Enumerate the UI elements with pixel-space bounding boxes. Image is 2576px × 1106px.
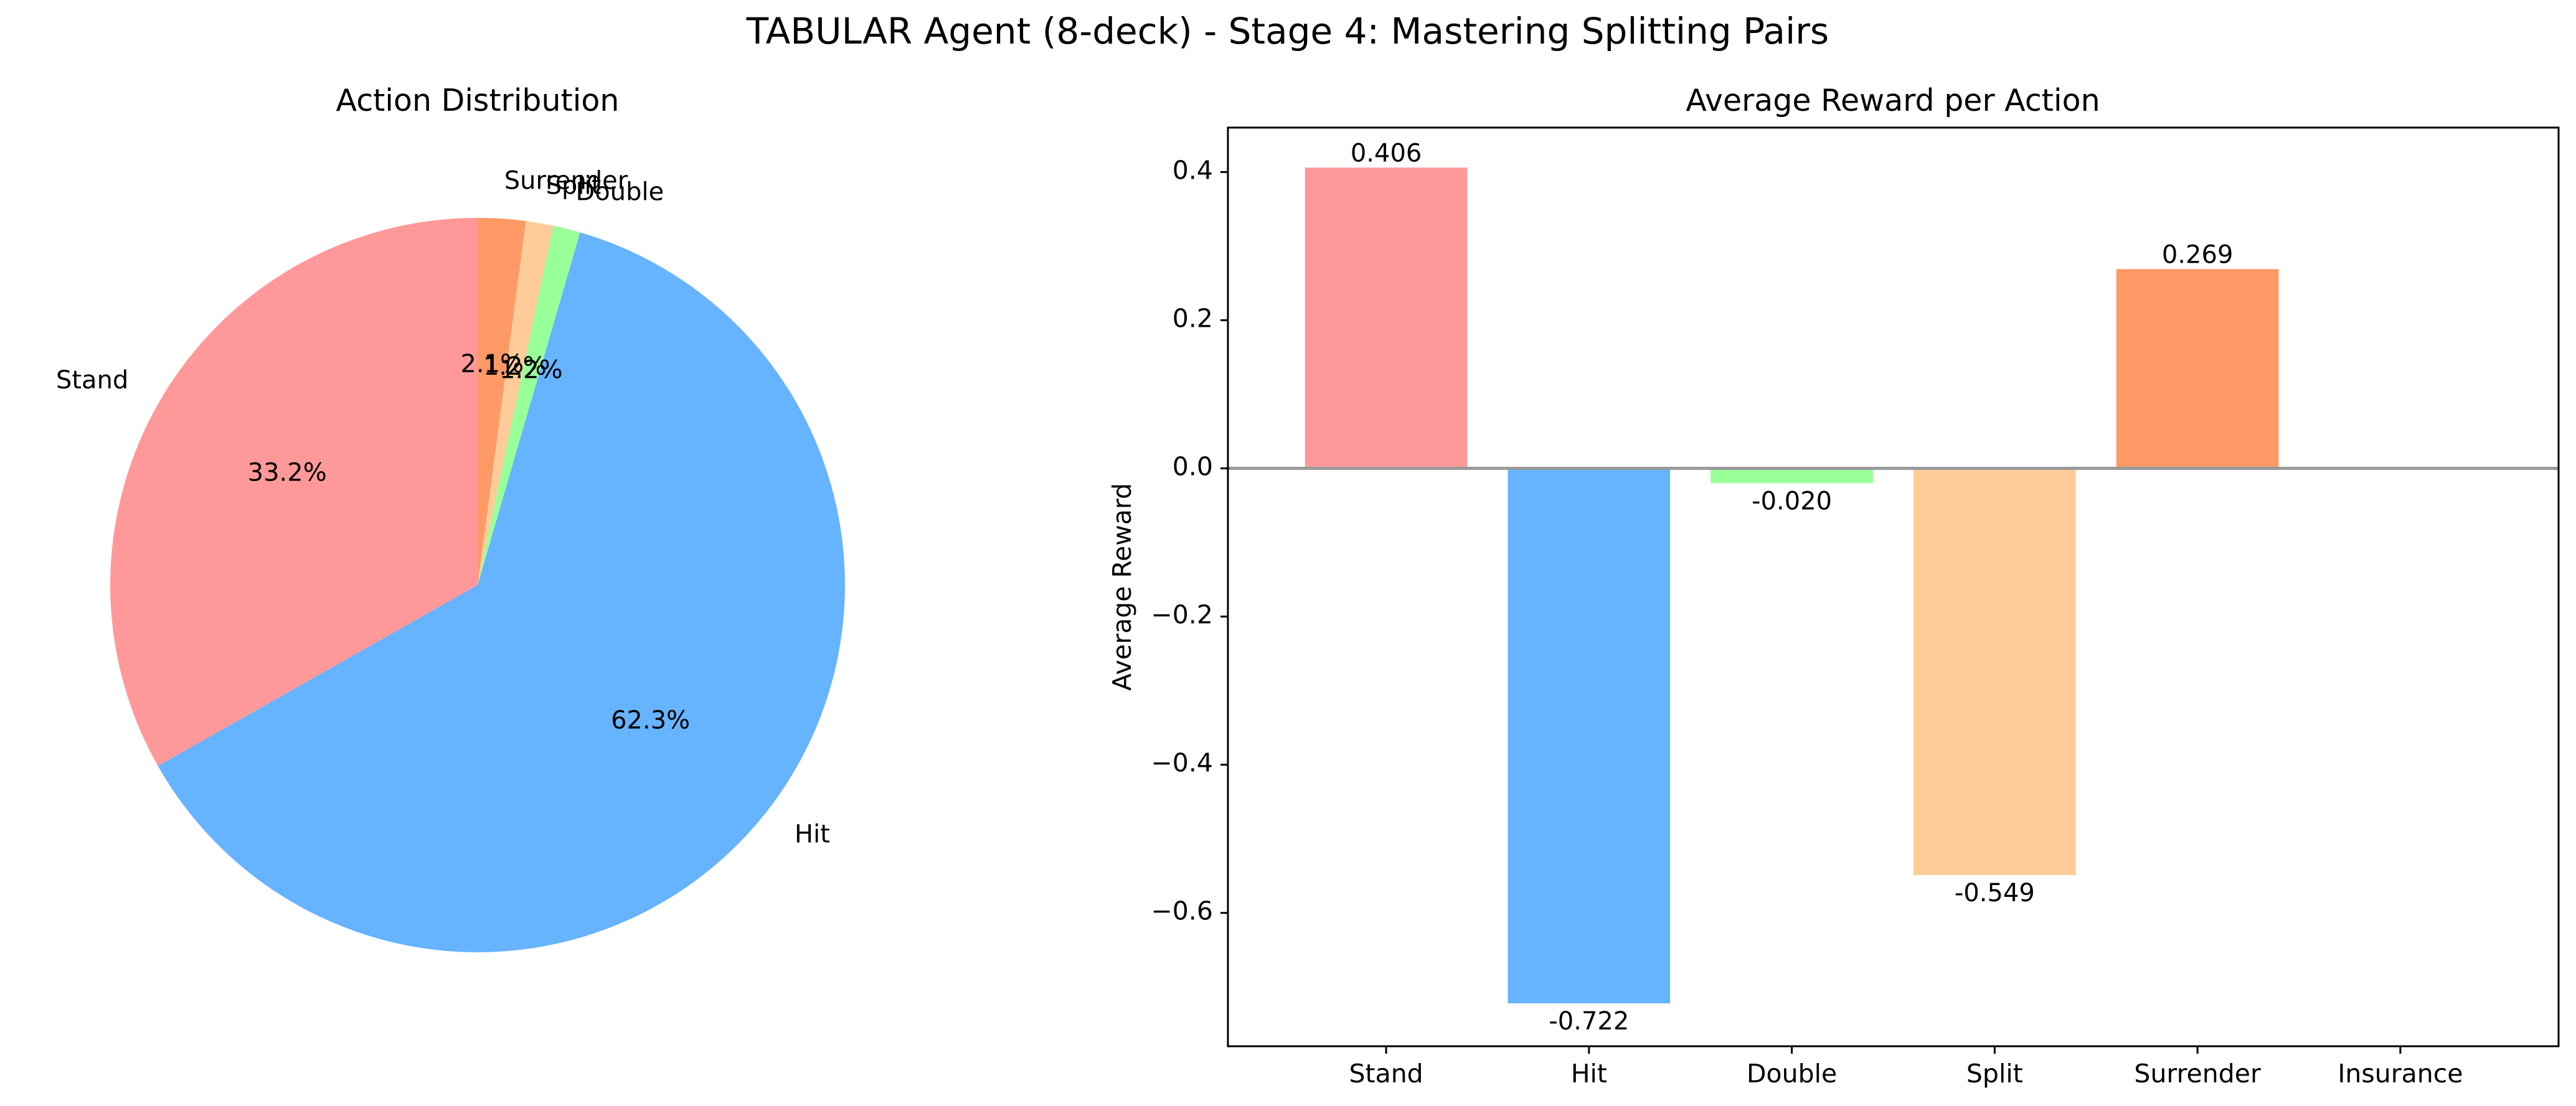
- bar-marks: [1305, 167, 2279, 1003]
- y-axis-label: Average Reward: [1107, 483, 1137, 691]
- bar-title: Average Reward per Action: [1686, 83, 2100, 118]
- pie-slice-stand: [110, 218, 478, 766]
- pie-slice-double: [478, 225, 580, 585]
- pie-chart: Action Distribution Stand 33.2% Hit 62.3% Do…: [56, 83, 846, 953]
- pie-label-hit: Hit: [795, 820, 830, 849]
- pie-pct-hit: 62.3%: [611, 706, 690, 735]
- bar-value-label-split: -0.549: [1955, 879, 2035, 907]
- pie-pct-double: 1.2%: [499, 356, 563, 385]
- y-ticks: 0.4 0.2 0.0 −0.2 −0.4 −0.6: [1151, 155, 1228, 926]
- bar-value-label-hit: -0.722: [1549, 1007, 1629, 1036]
- pie-labels: Stand 33.2% Hit 62.3% Double 1.2% Split 1.2% Sur…: [56, 166, 830, 848]
- pie-pct-split: 1.2%: [483, 352, 547, 381]
- pie-pct-surrender: 2.1%: [461, 350, 524, 378]
- y-tick-label: 0.0: [1172, 452, 1213, 482]
- y-tick-label: −0.2: [1151, 600, 1213, 630]
- pie-label-double: Double: [575, 177, 664, 206]
- pie-pct-stand: 33.2%: [248, 459, 327, 487]
- bar-stand: [1305, 167, 1468, 469]
- x-tick-label-double: Double: [1747, 1059, 1837, 1089]
- bar-value-labels: 0.406 -0.722 -0.020 -0.549 0.269: [1351, 139, 2234, 1036]
- bar-hit: [1507, 468, 1671, 1003]
- bar-value-label-stand: 0.406: [1351, 139, 1422, 167]
- bar-split: [1913, 468, 2076, 876]
- pie-label-surrender: Surrender: [504, 166, 628, 195]
- x-tick-label-surrender: Surrender: [2134, 1059, 2261, 1089]
- x-ticks: Stand Hit Double Split Surrender Insurance: [1349, 1046, 2463, 1089]
- pie-slice-split: [478, 221, 554, 585]
- pie-slice-surrender: [478, 218, 526, 585]
- x-tick-label-split: Split: [1966, 1059, 2023, 1089]
- pie-slice-hit: [158, 232, 846, 953]
- bar-surrender: [2116, 269, 2279, 469]
- pie-title: Action Distribution: [336, 83, 620, 118]
- bar-double: [1710, 468, 1873, 484]
- y-tick-label: 0.2: [1172, 303, 1213, 333]
- bar-value-label-double: -0.020: [1752, 487, 1832, 515]
- figure-title: TABULAR Agent (8-deck) - Stage 4: Master…: [746, 10, 1829, 52]
- x-tick-label-stand: Stand: [1349, 1059, 1423, 1089]
- x-tick-label-hit: Hit: [1571, 1059, 1607, 1089]
- pie-label-stand: Stand: [56, 366, 128, 395]
- pie-label-split: Split: [546, 171, 602, 200]
- y-tick-label: −0.6: [1151, 896, 1213, 926]
- y-tick-label: −0.4: [1151, 748, 1213, 778]
- x-tick-label-insurance: Insurance: [2338, 1059, 2463, 1089]
- y-tick-label: 0.4: [1172, 155, 1213, 185]
- bar-value-label-surrender: 0.269: [2162, 240, 2234, 269]
- plot-frame: [1227, 126, 2560, 1047]
- pie-slices: [110, 218, 846, 953]
- bar-chart: Average Reward per Action Average Reward…: [1107, 83, 2560, 1089]
